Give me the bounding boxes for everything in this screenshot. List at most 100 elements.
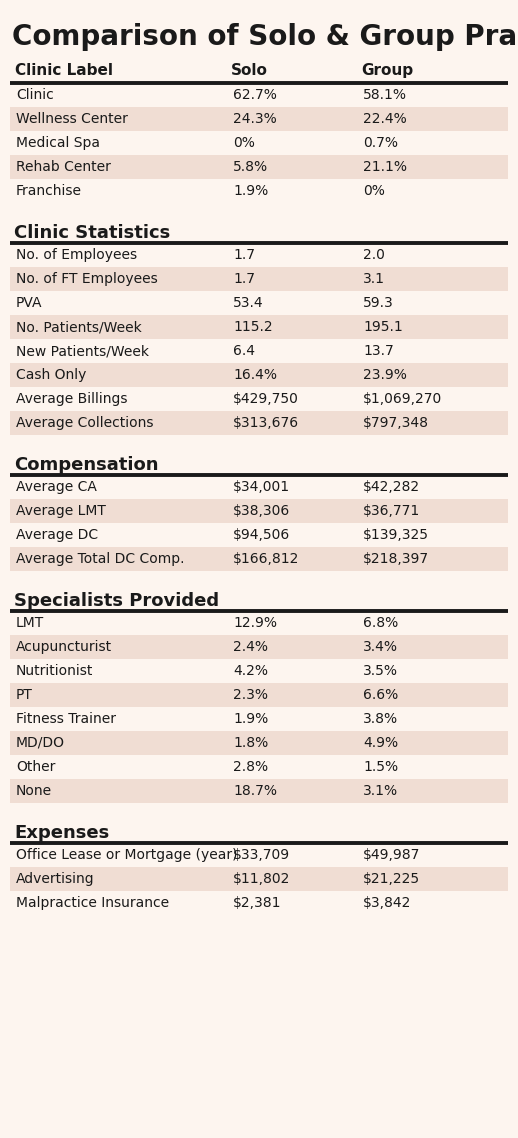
Text: No. of Employees: No. of Employees bbox=[16, 248, 137, 262]
Text: 6.4: 6.4 bbox=[233, 344, 255, 358]
Text: Rehab Center: Rehab Center bbox=[16, 160, 111, 174]
Bar bbox=[10, 683, 508, 707]
Text: Average Billings: Average Billings bbox=[16, 391, 127, 406]
Text: Nutritionist: Nutritionist bbox=[16, 663, 93, 678]
Bar bbox=[10, 659, 508, 683]
Text: 21.1%: 21.1% bbox=[363, 160, 407, 174]
Text: $139,325: $139,325 bbox=[363, 528, 429, 542]
Bar bbox=[10, 315, 508, 339]
Text: Average Total DC Comp.: Average Total DC Comp. bbox=[16, 552, 184, 566]
Text: Compensation: Compensation bbox=[14, 456, 159, 473]
Text: No. Patients/Week: No. Patients/Week bbox=[16, 320, 142, 333]
Text: 53.4: 53.4 bbox=[233, 296, 264, 310]
Text: Office Lease or Mortgage (year): Office Lease or Mortgage (year) bbox=[16, 848, 237, 861]
Text: Expenses: Expenses bbox=[14, 824, 109, 842]
Text: 3.1: 3.1 bbox=[363, 272, 385, 286]
Text: 2.8%: 2.8% bbox=[233, 760, 268, 774]
Text: $11,802: $11,802 bbox=[233, 872, 291, 887]
Bar bbox=[10, 707, 508, 731]
Bar bbox=[10, 339, 508, 363]
Text: $2,381: $2,381 bbox=[233, 896, 281, 910]
Text: Cash Only: Cash Only bbox=[16, 368, 87, 382]
Text: $218,397: $218,397 bbox=[363, 552, 429, 566]
Text: 6.6%: 6.6% bbox=[363, 688, 398, 702]
Bar bbox=[10, 635, 508, 659]
Text: 115.2: 115.2 bbox=[233, 320, 272, 333]
Text: 13.7: 13.7 bbox=[363, 344, 394, 358]
Text: 23.9%: 23.9% bbox=[363, 368, 407, 382]
Text: 1.8%: 1.8% bbox=[233, 736, 268, 750]
Text: 3.1%: 3.1% bbox=[363, 784, 398, 798]
Bar bbox=[10, 363, 508, 387]
Text: 0%: 0% bbox=[363, 184, 385, 198]
Text: Average Collections: Average Collections bbox=[16, 417, 153, 430]
Text: 6.8%: 6.8% bbox=[363, 616, 398, 630]
Text: Clinic Statistics: Clinic Statistics bbox=[14, 224, 170, 242]
Text: Medical Spa: Medical Spa bbox=[16, 137, 100, 150]
Text: $21,225: $21,225 bbox=[363, 872, 420, 887]
Text: 3.5%: 3.5% bbox=[363, 663, 398, 678]
Text: $313,676: $313,676 bbox=[233, 417, 299, 430]
Bar bbox=[10, 291, 508, 315]
Bar bbox=[10, 611, 508, 635]
Bar bbox=[10, 244, 508, 267]
Text: $33,709: $33,709 bbox=[233, 848, 290, 861]
Bar bbox=[10, 387, 508, 411]
Bar bbox=[10, 754, 508, 780]
Text: 4.2%: 4.2% bbox=[233, 663, 268, 678]
Bar bbox=[10, 498, 508, 523]
Text: 3.4%: 3.4% bbox=[363, 640, 398, 654]
Text: 1.5%: 1.5% bbox=[363, 760, 398, 774]
Text: 195.1: 195.1 bbox=[363, 320, 403, 333]
Text: New Patients/Week: New Patients/Week bbox=[16, 344, 149, 358]
Text: 2.3%: 2.3% bbox=[233, 688, 268, 702]
Text: Advertising: Advertising bbox=[16, 872, 95, 887]
Text: 2.4%: 2.4% bbox=[233, 640, 268, 654]
Bar bbox=[10, 867, 508, 891]
Text: 5.8%: 5.8% bbox=[233, 160, 268, 174]
Text: 3.8%: 3.8% bbox=[363, 712, 398, 726]
Text: Fitness Trainer: Fitness Trainer bbox=[16, 712, 116, 726]
Text: Solo: Solo bbox=[231, 63, 268, 77]
Text: Clinic: Clinic bbox=[16, 88, 54, 102]
Bar bbox=[10, 475, 508, 498]
Text: $42,282: $42,282 bbox=[363, 480, 420, 494]
Text: 1.9%: 1.9% bbox=[233, 184, 268, 198]
Text: 16.4%: 16.4% bbox=[233, 368, 277, 382]
Text: 24.3%: 24.3% bbox=[233, 112, 277, 126]
Text: $429,750: $429,750 bbox=[233, 391, 299, 406]
Text: Comparison of Solo & Group Practices: Comparison of Solo & Group Practices bbox=[12, 23, 518, 51]
Text: Average CA: Average CA bbox=[16, 480, 97, 494]
Text: 59.3: 59.3 bbox=[363, 296, 394, 310]
Text: $1,069,270: $1,069,270 bbox=[363, 391, 442, 406]
Text: 18.7%: 18.7% bbox=[233, 784, 277, 798]
Text: Group: Group bbox=[361, 63, 413, 77]
Bar bbox=[10, 107, 508, 131]
Text: Average LMT: Average LMT bbox=[16, 504, 106, 518]
Text: $166,812: $166,812 bbox=[233, 552, 299, 566]
Bar bbox=[10, 891, 508, 915]
Text: 2.0: 2.0 bbox=[363, 248, 385, 262]
Text: Clinic Label: Clinic Label bbox=[15, 63, 113, 77]
Bar bbox=[10, 731, 508, 754]
Text: 12.9%: 12.9% bbox=[233, 616, 277, 630]
Text: Acupuncturist: Acupuncturist bbox=[16, 640, 112, 654]
Bar bbox=[10, 843, 508, 867]
Text: LMT: LMT bbox=[16, 616, 44, 630]
Text: 0.7%: 0.7% bbox=[363, 137, 398, 150]
Bar bbox=[10, 411, 508, 435]
Bar bbox=[10, 780, 508, 803]
Text: $36,771: $36,771 bbox=[363, 504, 420, 518]
Text: None: None bbox=[16, 784, 52, 798]
Text: 1.7: 1.7 bbox=[233, 248, 255, 262]
Text: Average DC: Average DC bbox=[16, 528, 98, 542]
Text: 4.9%: 4.9% bbox=[363, 736, 398, 750]
Text: $49,987: $49,987 bbox=[363, 848, 421, 861]
Text: Malpractice Insurance: Malpractice Insurance bbox=[16, 896, 169, 910]
Text: Franchise: Franchise bbox=[16, 184, 82, 198]
Text: 1.7: 1.7 bbox=[233, 272, 255, 286]
Text: MD/DO: MD/DO bbox=[16, 736, 65, 750]
Text: $3,842: $3,842 bbox=[363, 896, 411, 910]
Text: 22.4%: 22.4% bbox=[363, 112, 407, 126]
Text: 58.1%: 58.1% bbox=[363, 88, 407, 102]
